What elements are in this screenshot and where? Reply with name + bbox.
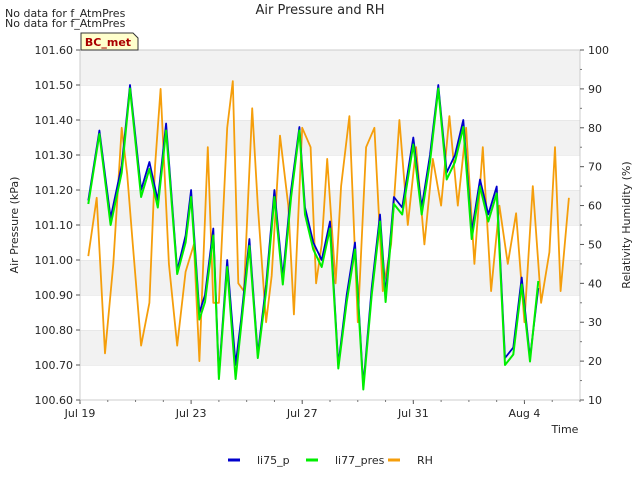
no-data-note-1: No data for f_AtmPres bbox=[5, 7, 126, 20]
left-axis-label: Air Pressure (kPa) bbox=[8, 177, 21, 274]
grid-band bbox=[80, 365, 580, 400]
grid-band bbox=[80, 330, 580, 365]
left-tick-label: 101.50 bbox=[35, 79, 74, 92]
right-axis-ticks: 10 20 30 40 50 60 70 80 90 100 bbox=[580, 44, 609, 407]
right-axis-label: Relativity Humidity (%) bbox=[620, 161, 633, 288]
left-tick-label: 101.40 bbox=[35, 114, 74, 127]
grid-band bbox=[80, 50, 580, 85]
left-tick-label: 100.90 bbox=[35, 289, 74, 302]
right-tick-label: 10 bbox=[588, 394, 602, 407]
grid-band bbox=[80, 85, 580, 120]
x-tick-label: Jul 31 bbox=[397, 407, 429, 420]
left-tick-label: 100.70 bbox=[35, 359, 74, 372]
right-tick-label: 60 bbox=[588, 200, 602, 213]
legend: li75_p li77_pres RH bbox=[228, 454, 433, 467]
plot-lines bbox=[87, 80, 570, 391]
legend-label: RH bbox=[417, 454, 433, 467]
left-tick-label: 100.80 bbox=[35, 324, 74, 337]
right-tick-label: 80 bbox=[588, 122, 602, 135]
x-axis-ticks: Jul 19 Jul 23 Jul 27 Jul 31 Aug 4 bbox=[64, 400, 581, 420]
site-badge-label: BC_met bbox=[85, 36, 131, 49]
chart-title: Air Pressure and RH bbox=[255, 3, 385, 18]
x-tick-label: Jul 19 bbox=[64, 407, 96, 420]
left-tick-label: 101.20 bbox=[35, 184, 74, 197]
grid-band bbox=[80, 120, 580, 155]
right-tick-label: 30 bbox=[588, 316, 602, 329]
right-tick-label: 100 bbox=[588, 44, 609, 57]
left-tick-label: 101.30 bbox=[35, 149, 74, 162]
left-tick-label: 101.60 bbox=[35, 44, 74, 57]
left-tick-label: 101.00 bbox=[35, 254, 74, 267]
right-tick-label: 40 bbox=[588, 277, 602, 290]
left-axis-ticks: 100.60 100.70 100.80 100.90 101.00 101.10 101.… bbox=[35, 44, 80, 407]
left-tick-label: 100.60 bbox=[35, 394, 74, 407]
x-axis-label: Time bbox=[551, 423, 579, 436]
x-tick-label: Jul 27 bbox=[286, 407, 318, 420]
x-tick-label: Aug 4 bbox=[508, 407, 540, 420]
right-tick-label: 90 bbox=[588, 83, 602, 96]
left-tick-label: 101.10 bbox=[35, 219, 74, 232]
right-tick-label: 70 bbox=[588, 161, 602, 174]
site-badge-box bbox=[80, 32, 139, 51]
series-line-li77_pres bbox=[87, 87, 540, 391]
right-tick-label: 50 bbox=[588, 238, 602, 251]
site-badge: BC_met bbox=[80, 32, 139, 51]
x-tick-label: Jul 23 bbox=[175, 407, 207, 420]
legend-label: li77_pres bbox=[335, 454, 385, 467]
right-tick-label: 20 bbox=[588, 355, 602, 368]
series-line-RH bbox=[87, 80, 570, 362]
grid-band bbox=[80, 260, 580, 295]
grid-bands bbox=[80, 49, 580, 400]
legend-label: li75_p bbox=[257, 454, 290, 467]
no-data-note-2: No data for f_AtmPres bbox=[5, 17, 126, 30]
grid-band bbox=[80, 295, 580, 330]
